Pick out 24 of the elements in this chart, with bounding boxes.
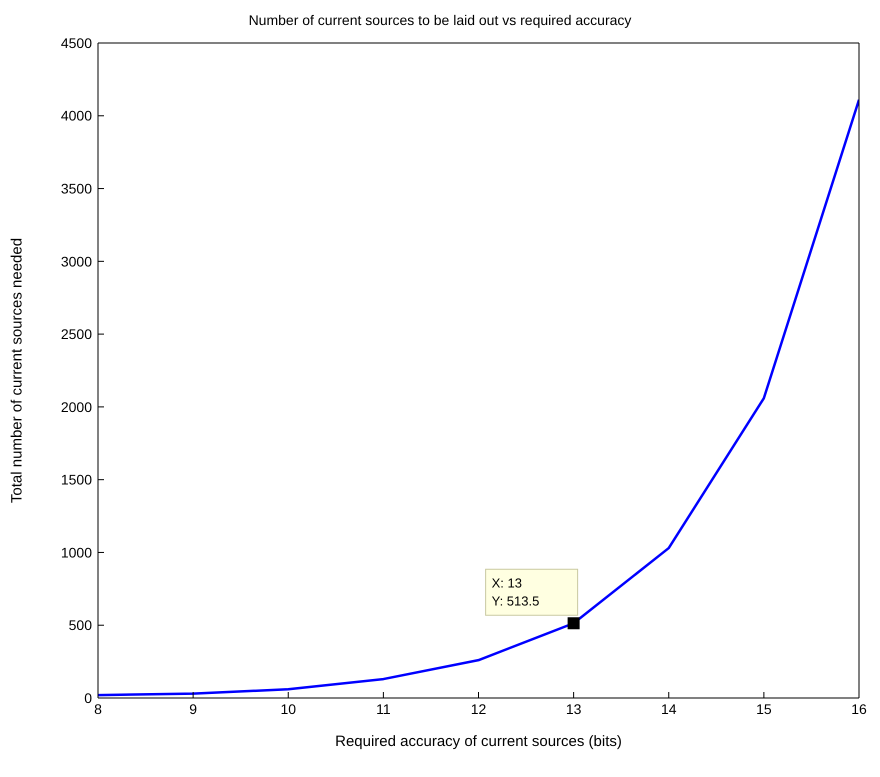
x-tick-label: 14 <box>660 700 677 717</box>
x-tick-label: 11 <box>376 700 391 717</box>
y-tick-label: 1500 <box>60 472 92 488</box>
y-tick-label: 0 <box>84 690 92 706</box>
y-tick-label: 2000 <box>60 398 92 415</box>
y-tick-label: 1000 <box>60 544 92 560</box>
chart-title: Number of current sources to be laid out vs required accuracy <box>248 11 632 30</box>
y-tick-label: 4000 <box>60 108 92 124</box>
y-tick-label: 4500 <box>60 34 92 51</box>
x-axis-title: Required accuracy of current sources (bits) <box>335 733 622 750</box>
x-tick-label: 13 <box>566 700 582 717</box>
x-tick-label: 10 <box>280 700 296 717</box>
x-tick-label: 15 <box>756 700 772 717</box>
x-tick-label: 9 <box>189 700 198 717</box>
y-tick-label: 2500 <box>60 326 92 342</box>
x-tick-label: 12 <box>470 700 486 717</box>
x-tick-label: 16 <box>851 700 867 717</box>
data-tip: X: 13 Y: 513.5 <box>485 568 580 630</box>
y-axis-title: Total number of current sources needed <box>8 238 26 504</box>
x-tick-label: 8 <box>94 700 102 717</box>
y-tick-label: 500 <box>68 617 92 634</box>
y-tick-label: 3000 <box>60 253 92 270</box>
annotation: X: 13 Y: 513.5 <box>492 575 540 608</box>
y-tick-label: 3500 <box>60 180 92 197</box>
